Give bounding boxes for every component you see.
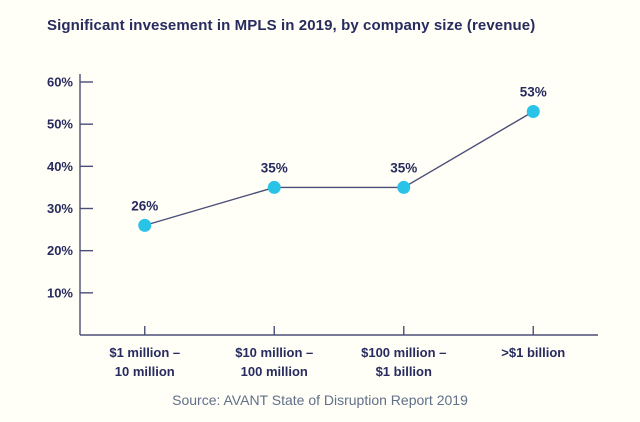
series-line [144,110,534,227]
chart-title: Significant invesement in MPLS in 2019, … [47,17,536,34]
y-axis-tick-label: 10% [47,285,73,300]
x-axis-tick-label: $1 billion [376,364,432,379]
x-axis-tick-label: 100 million [241,364,308,379]
data-point-label: 35% [390,160,417,175]
data-point [526,105,540,119]
y-axis-tick-label: 60% [47,75,73,90]
data-point [138,218,152,232]
x-axis-tick-label: $100 million – [361,345,446,360]
y-axis-tick-label: 40% [47,159,73,174]
y-axis-tick-label: 20% [47,243,73,258]
data-point [397,180,411,194]
x-axis-tick-label: $1 million – [109,345,180,360]
data-point-label: 53% [520,85,547,100]
x-axis-tick-label: >$1 billion [501,345,565,360]
y-axis-tick-label: 30% [47,201,73,216]
x-axis-tick-label: $10 million – [235,345,313,360]
data-point-label: 35% [261,160,288,175]
data-point-label: 26% [131,198,158,213]
x-axis-tick-label: 10 million [115,364,175,379]
y-axis-tick-label: 50% [47,117,73,132]
source-attribution: Source: AVANT State of Disruption Report… [172,392,468,408]
data-point [267,180,281,194]
